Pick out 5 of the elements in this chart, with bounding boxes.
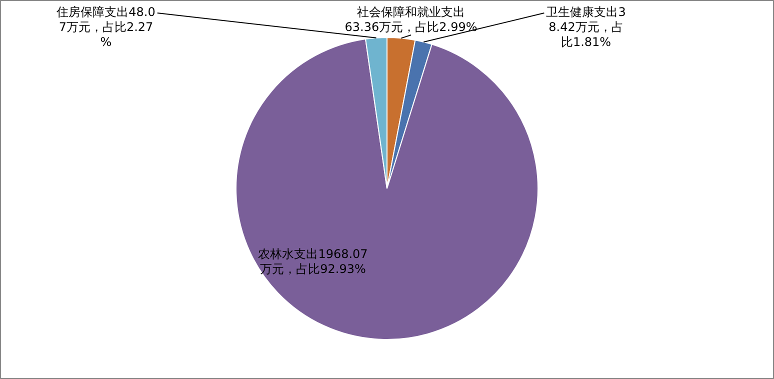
data-label: 63.36万元，占比2.99% xyxy=(344,20,478,34)
slice-label: 农林水支出1968.07万元，占比92.93% xyxy=(258,247,368,276)
slice-label: 卫生健康支出38.42万元，占比1.81% xyxy=(546,5,626,50)
slice-label: 住房保障支出48.07万元，占比2.27% xyxy=(56,5,156,50)
slice-label: 社会保障和就业支出 xyxy=(357,5,465,20)
